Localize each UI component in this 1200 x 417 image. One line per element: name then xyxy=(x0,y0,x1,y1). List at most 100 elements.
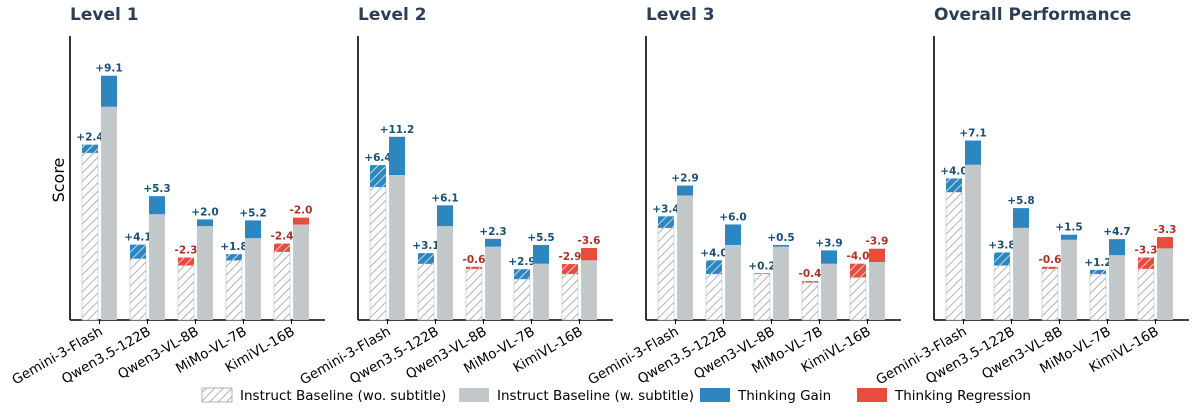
bar-baseline-wo-qwen3-vl-8b xyxy=(177,265,195,321)
gain-segment-wo-qwen3-5-122b xyxy=(130,244,146,259)
data-label-wo-gemini-3-flash: +4.0 xyxy=(940,165,967,177)
data-label-wo-qwen3-vl-8b: +0.2 xyxy=(748,260,775,272)
data-label-wo-mimo-vl-7b: +2.9 xyxy=(508,256,535,268)
gain-segment-wo-gemini-3-flash xyxy=(82,144,98,153)
data-label-w-qwen3-5-122b: +6.0 xyxy=(719,211,746,223)
gain-segment-w-gemini-3-flash xyxy=(101,75,117,107)
data-label-w-gemini-3-flash: +7.1 xyxy=(959,128,986,140)
data-label-wo-qwen3-vl-8b: -0.6 xyxy=(463,254,486,266)
data-label-w-qwen3-vl-8b: +1.5 xyxy=(1055,222,1082,234)
regression-segment-w-kimivl-16b xyxy=(581,248,597,261)
panel-title: Level 2 xyxy=(358,5,427,25)
gain-segment-w-qwen3-5-122b xyxy=(149,196,165,215)
bar-baseline-wo-qwen3-vl-8b xyxy=(753,273,771,321)
data-label-w-gemini-3-flash: +9.1 xyxy=(95,63,122,75)
regression-segment-wo-qwen3-vl-8b xyxy=(1042,266,1058,269)
data-label-w-kimivl-16b: -3.6 xyxy=(578,235,601,247)
gain-segment-wo-qwen3-5-122b xyxy=(418,253,434,264)
bar-baseline-w-kimivl-16b xyxy=(1157,248,1173,320)
bar-baseline-w-qwen3-5-122b xyxy=(1013,227,1029,320)
legend-item-thinking-regression: Thinking Regression xyxy=(857,388,1031,404)
data-label-w-mimo-vl-7b: +4.7 xyxy=(1103,226,1130,238)
panel-title: Level 1 xyxy=(70,5,139,25)
bar-baseline-w-gemini-3-flash xyxy=(389,175,405,320)
regression-segment-wo-qwen3-vl-8b xyxy=(178,257,194,266)
bar-baseline-w-gemini-3-flash xyxy=(677,195,693,320)
panel-overall-performance: Overall Performance+4.0+7.1Gemini-3-Flas… xyxy=(873,5,1189,388)
bar-baseline-w-qwen3-5-122b xyxy=(149,214,165,320)
data-label-w-gemini-3-flash: +2.9 xyxy=(671,173,698,185)
gain-segment-w-mimo-vl-7b xyxy=(1109,239,1125,256)
gain-segment-wo-gemini-3-flash xyxy=(946,178,962,193)
panel-level-2: Level 2+6.4+11.2Gemini-3-Flash+3.1+6.1Qw… xyxy=(297,5,613,388)
regression-segment-w-kimivl-16b xyxy=(1157,237,1173,249)
gain-segment-w-mimo-vl-7b xyxy=(821,250,837,264)
data-label-wo-mimo-vl-7b: -0.4 xyxy=(799,268,822,280)
regression-segment-wo-kimivl-16b xyxy=(274,243,290,252)
bar-baseline-wo-mimo-vl-7b xyxy=(513,278,531,321)
y-axis-label: Score xyxy=(49,158,68,203)
regression-segment-wo-kimivl-16b xyxy=(850,263,866,278)
bar-baseline-w-qwen3-vl-8b xyxy=(1061,239,1077,320)
gain-segment-w-qwen3-vl-8b xyxy=(197,219,213,227)
data-label-wo-mimo-vl-7b: +1.8 xyxy=(220,241,247,253)
data-label-w-qwen3-vl-8b: +0.5 xyxy=(767,232,794,244)
bar-baseline-w-qwen3-vl-8b xyxy=(773,246,789,320)
data-label-w-mimo-vl-7b: +3.9 xyxy=(815,237,842,249)
data-label-w-mimo-vl-7b: +5.2 xyxy=(239,207,266,219)
bar-baseline-w-kimivl-16b xyxy=(869,262,885,320)
data-label-wo-qwen3-vl-8b: -2.3 xyxy=(175,245,198,257)
data-label-w-qwen3-5-122b: +6.1 xyxy=(431,192,458,204)
bar-baseline-wo-gemini-3-flash xyxy=(81,152,99,321)
regression-segment-wo-qwen3-vl-8b xyxy=(466,266,482,269)
bar-baseline-w-gemini-3-flash xyxy=(101,106,117,320)
data-label-w-kimivl-16b: -3.9 xyxy=(866,236,889,248)
data-label-wo-kimivl-16b: -3.3 xyxy=(1135,245,1158,257)
regression-segment-wo-kimivl-16b xyxy=(1138,257,1154,269)
bar-baseline-wo-gemini-3-flash xyxy=(945,191,963,321)
gain-segment-w-qwen3-5-122b xyxy=(725,224,741,245)
data-label-wo-qwen3-5-122b: +3.8 xyxy=(988,239,1015,251)
bar-baseline-wo-qwen3-5-122b xyxy=(417,263,435,321)
gain-segment-w-gemini-3-flash xyxy=(965,140,981,165)
regression-segment-w-kimivl-16b xyxy=(293,217,309,225)
bar-baseline-w-qwen3-vl-8b xyxy=(197,226,213,320)
legend-label: Instruct Baseline (w. subtitle) xyxy=(497,388,694,404)
data-label-w-qwen3-5-122b: +5.8 xyxy=(1007,195,1034,207)
bar-baseline-wo-kimivl-16b xyxy=(1137,268,1155,321)
bar-baseline-w-gemini-3-flash xyxy=(965,164,981,320)
legend-label: Thinking Regression xyxy=(894,388,1031,404)
gain-segment-wo-gemini-3-flash xyxy=(370,165,386,187)
bar-baseline-w-kimivl-16b xyxy=(293,224,309,320)
data-label-wo-kimivl-16b: -2.9 xyxy=(559,251,582,263)
data-label-w-gemini-3-flash: +11.2 xyxy=(380,124,415,136)
bar-baseline-w-mimo-vl-7b xyxy=(533,263,549,320)
legend-item-instruct-baseline-wo-subtitle: Instruct Baseline (wo. subtitle) xyxy=(201,387,446,404)
bar-baseline-wo-qwen3-5-122b xyxy=(705,273,723,321)
legend-swatch xyxy=(459,388,489,402)
regression-segment-wo-mimo-vl-7b xyxy=(802,281,818,283)
gain-segment-w-qwen3-vl-8b xyxy=(485,238,501,247)
bar-baseline-wo-qwen3-vl-8b xyxy=(1041,268,1059,321)
data-label-w-kimivl-16b: -2.0 xyxy=(290,205,313,217)
bar-baseline-w-mimo-vl-7b xyxy=(1109,255,1125,320)
gain-segment-wo-qwen3-vl-8b xyxy=(754,273,770,274)
data-label-wo-kimivl-16b: -2.4 xyxy=(271,231,294,243)
data-label-w-kimivl-16b: -3.3 xyxy=(1154,224,1177,236)
bar-baseline-wo-gemini-3-flash xyxy=(369,186,387,321)
gain-segment-wo-mimo-vl-7b xyxy=(514,269,530,280)
gain-segment-w-gemini-3-flash xyxy=(677,185,693,196)
data-label-w-qwen3-vl-8b: +2.3 xyxy=(479,226,506,238)
bar-baseline-wo-qwen3-5-122b xyxy=(993,265,1011,321)
gain-segment-w-gemini-3-flash xyxy=(389,136,405,175)
bar-baseline-wo-kimivl-16b xyxy=(561,273,579,321)
gain-segment-wo-qwen3-5-122b xyxy=(706,260,722,274)
gain-segment-w-mimo-vl-7b xyxy=(533,244,549,264)
legend-swatch xyxy=(857,388,887,402)
gain-segment-wo-gemini-3-flash xyxy=(658,216,674,228)
data-label-wo-gemini-3-flash: +2.4 xyxy=(76,132,103,144)
legend-item-instruct-baseline-w-subtitle: Instruct Baseline (w. subtitle) xyxy=(459,388,694,404)
bar-baseline-wo-mimo-vl-7b xyxy=(1089,273,1107,321)
gain-segment-wo-mimo-vl-7b xyxy=(1090,269,1106,274)
data-label-w-mimo-vl-7b: +5.5 xyxy=(527,232,554,244)
